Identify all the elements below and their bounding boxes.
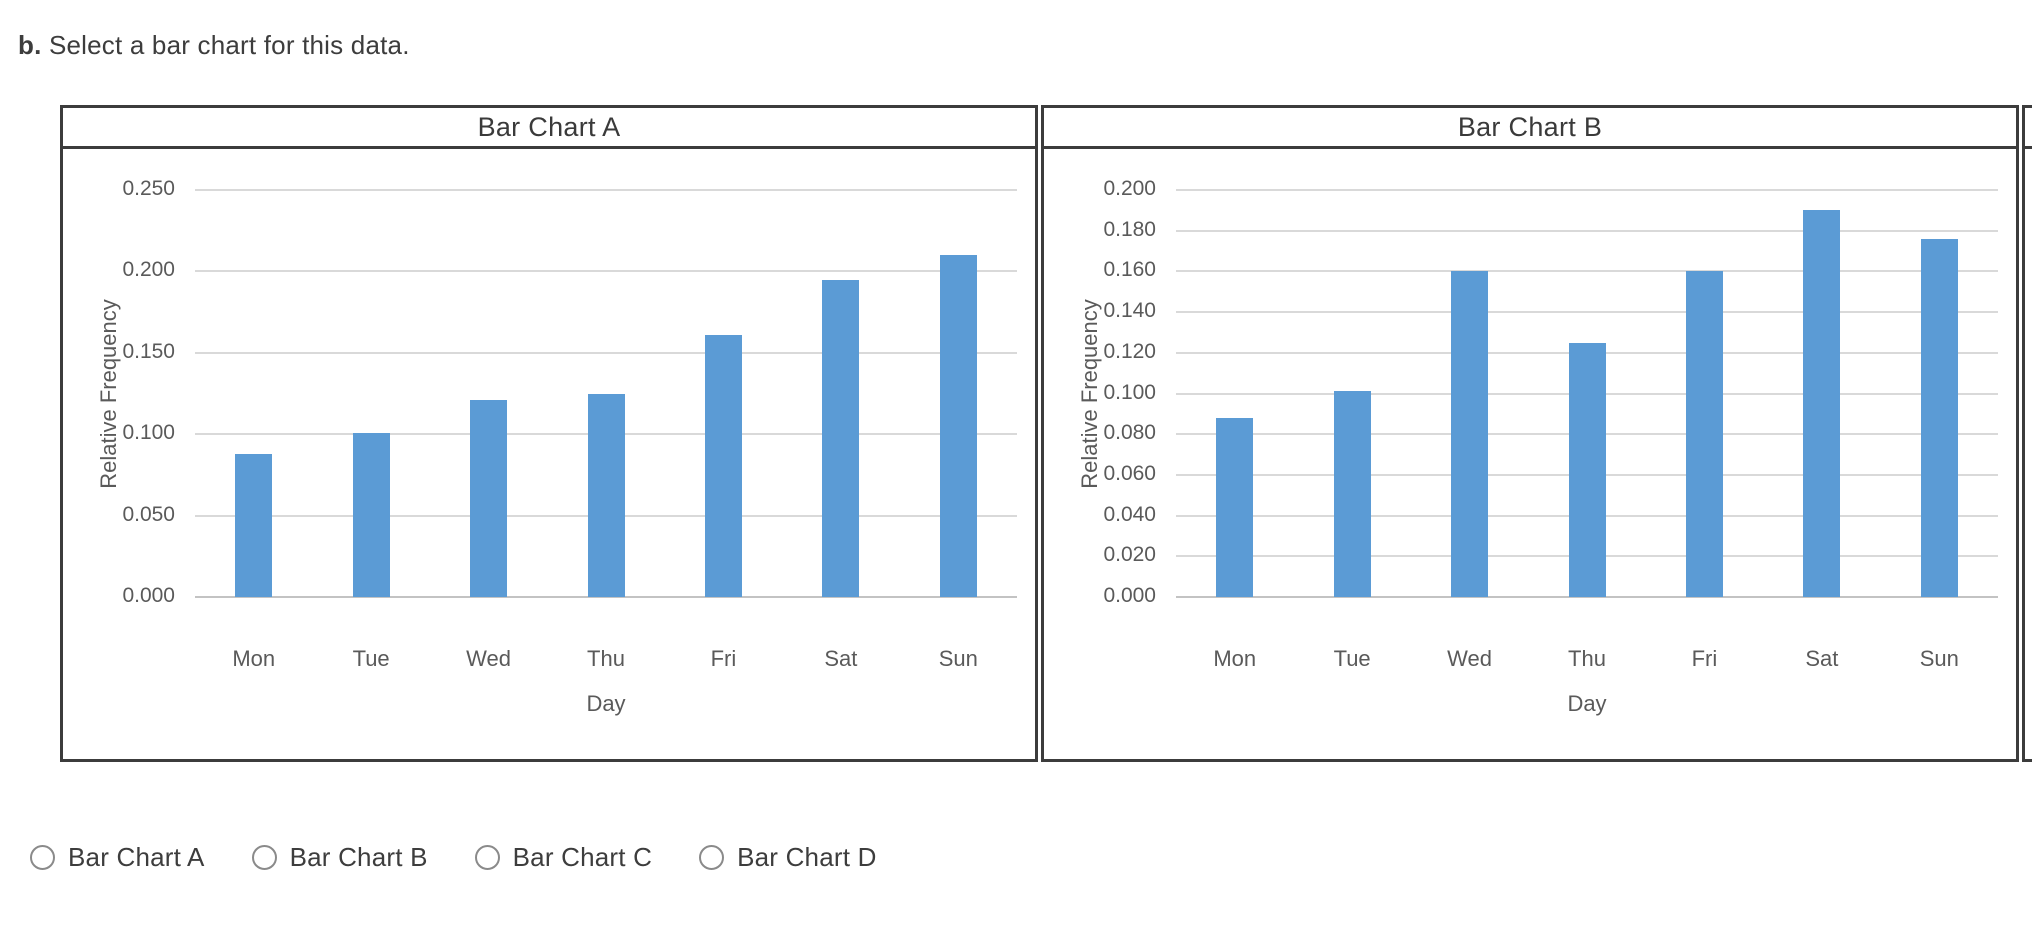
radio-label-c: Bar Chart C <box>512 842 653 872</box>
y-tick-label: 0.100 <box>1103 380 1156 404</box>
bar-thu <box>587 393 625 597</box>
radio-label-d: Bar Chart D <box>737 842 877 872</box>
x-tick-label: Wed <box>466 646 511 671</box>
bar-wed <box>470 400 508 597</box>
bar-chart-b: Relative Frequency 0.200 0.180 0.160 0.140 0.… <box>1044 149 2016 757</box>
radio-option-bar-chart-d[interactable]: Bar Chart D <box>699 842 876 873</box>
x-tick-label: Sun <box>938 646 978 671</box>
bar-chart-a: Relative Frequency 0.250 0.200 0.150 0.100 0.… <box>63 149 1035 757</box>
answer-options: Bar Chart A Bar Chart B Bar Chart C Bar … <box>30 842 877 873</box>
chart-panel-a: Bar Chart A Relative Frequency 0.250 0.200… <box>60 105 1038 762</box>
x-tick-label: Tue <box>1333 646 1371 671</box>
radio-label-a: Bar Chart A <box>68 842 205 872</box>
radio-button-c[interactable] <box>474 845 500 870</box>
x-axis-title: Day <box>1567 691 1607 716</box>
bar-sat <box>1803 210 1841 597</box>
y-tick-label: 0.180 <box>1103 217 1156 241</box>
y-tick-label: 0.200 <box>122 258 175 282</box>
bar-wed <box>1451 271 1489 597</box>
x-tick-label: Sat <box>1805 646 1839 671</box>
bar-sat <box>822 279 860 597</box>
y-tick-label: 0.040 <box>1103 502 1156 526</box>
y-tick-label: 0.100 <box>122 421 175 445</box>
gridline <box>1176 270 1998 273</box>
x-tick-label: Sat <box>824 646 858 671</box>
x-tick-label: Thu <box>1568 646 1606 671</box>
chart-panel-clipped <box>2022 105 2032 762</box>
chart-a-title: Bar Chart A <box>63 108 1035 149</box>
y-tick-label: 0.000 <box>122 584 175 607</box>
x-tick-label: Mon <box>1213 646 1257 671</box>
x-tick-label: Fri <box>1691 646 1718 671</box>
y-tick-label: 0.000 <box>1103 584 1156 607</box>
x-tick-label: Thu <box>587 646 625 671</box>
bar-thu <box>1568 342 1606 597</box>
y-tick-label: 0.120 <box>1103 339 1156 363</box>
bar-fri <box>1685 271 1723 597</box>
y-tick-label: 0.160 <box>1103 258 1156 282</box>
radio-button-a[interactable] <box>30 845 55 870</box>
y-tick-label: 0.080 <box>1103 421 1156 445</box>
gridline <box>1176 229 1998 232</box>
radio-option-bar-chart-a[interactable]: Bar Chart A <box>30 842 205 873</box>
radio-button-d[interactable] <box>699 845 725 870</box>
y-tick-label: 0.050 <box>122 502 175 526</box>
bar-mon <box>1216 417 1254 597</box>
chart-panel-b: Bar Chart B Relative Frequency 0.200 0.180… <box>1041 105 2019 762</box>
x-axis-title: Day <box>586 691 626 716</box>
clipped-panel-body <box>2025 149 2032 757</box>
question-part-label: b. <box>18 30 42 60</box>
bar-sun <box>939 255 977 597</box>
gridline <box>1176 189 1998 191</box>
bar-mon <box>235 453 273 597</box>
y-axis-title: Relative Frequency <box>96 298 121 489</box>
clipped-panel-header <box>2025 108 2032 149</box>
bar-tue <box>352 432 390 597</box>
gridline <box>195 189 1017 191</box>
gridline <box>1176 311 1998 314</box>
bar-fri <box>704 334 742 597</box>
radio-option-bar-chart-c[interactable]: Bar Chart C <box>474 842 653 873</box>
x-tick-label: Wed <box>1447 646 1492 671</box>
radio-button-b[interactable] <box>251 845 277 870</box>
y-tick-label: 0.150 <box>122 339 175 363</box>
bar-sun <box>1920 238 1958 597</box>
y-tick-label: 0.250 <box>122 177 175 200</box>
y-tick-label: 0.020 <box>1103 543 1156 567</box>
x-tick-label: Tue <box>352 646 390 671</box>
question-text: b. Select a bar chart for this data. <box>18 30 410 61</box>
gridline <box>195 270 1017 273</box>
x-tick-label: Mon <box>232 646 276 671</box>
charts-table: Bar Chart A Relative Frequency 0.250 0.200… <box>60 105 2032 762</box>
chart-b-title: Bar Chart B <box>1044 108 2016 149</box>
x-tick-label: Sun <box>1919 646 1959 671</box>
y-tick-label: 0.140 <box>1103 299 1156 323</box>
y-tick-label: 0.200 <box>1103 177 1156 200</box>
radio-option-bar-chart-b[interactable]: Bar Chart B <box>251 842 428 873</box>
bar-tue <box>1333 391 1371 597</box>
x-axis-line <box>1176 596 1998 598</box>
gridline <box>195 351 1017 354</box>
question-body: Select a bar chart for this data. <box>41 30 410 60</box>
x-tick-label: Fri <box>710 646 737 671</box>
x-axis-line <box>195 596 1017 598</box>
radio-label-b: Bar Chart B <box>289 842 428 872</box>
y-tick-label: 0.060 <box>1103 461 1156 485</box>
